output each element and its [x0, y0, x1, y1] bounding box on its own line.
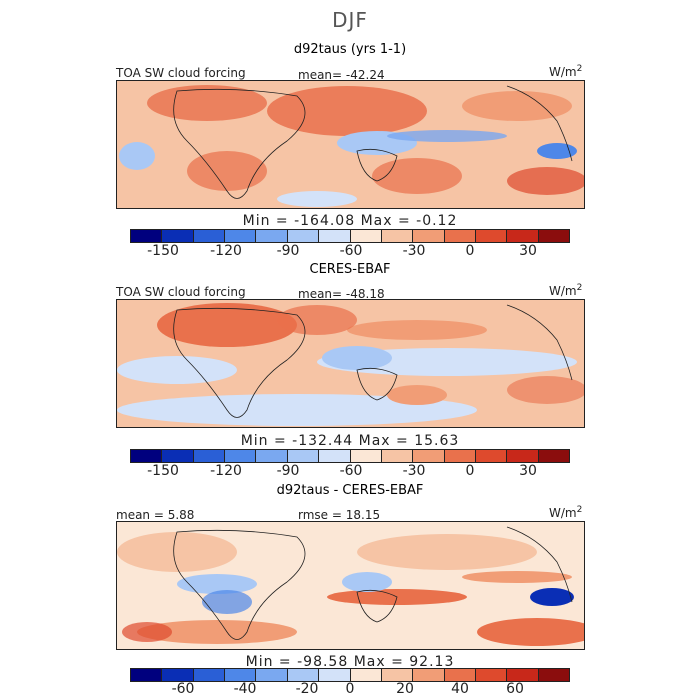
panel-1-mean-label: mean= -42.24 — [298, 68, 385, 82]
panel-1-tick: -120 — [210, 243, 242, 259]
colorbar-swatch — [319, 669, 351, 681]
colorbar-swatch — [193, 230, 226, 242]
panel-2-tick: -90 — [276, 463, 300, 479]
panel-3-tick: 60 — [506, 681, 524, 697]
panel-1-minmax: Min = -164.08 Max = -0.12 — [242, 213, 458, 229]
panel-1-units: W/m2 — [549, 64, 583, 79]
colorbar-swatch — [381, 450, 414, 462]
panel-3-tick: -40 — [233, 681, 257, 697]
colorbar-swatch — [287, 669, 320, 681]
colorbar-swatch — [444, 230, 476, 242]
panel-1-map — [116, 80, 585, 209]
panel-2-left-label: TOA SW cloud forcing — [116, 285, 246, 299]
panel-2-tick: 0 — [465, 463, 475, 479]
colorbar-swatch — [350, 669, 382, 681]
panel-3-tick: 0 — [345, 681, 355, 697]
panel-2-minmax: Min = -132.44 Max = 15.63 — [240, 433, 460, 449]
panel-2-map-svg — [117, 300, 584, 427]
colorbar-swatch — [538, 669, 570, 681]
panel-2-colorbar — [130, 449, 570, 463]
panel-3-tick: -60 — [171, 681, 195, 697]
colorbar-swatch — [162, 230, 194, 242]
panel-2-tick: 30 — [519, 463, 537, 479]
panel-3-map-svg — [117, 522, 584, 649]
colorbar-swatch — [256, 450, 288, 462]
colorbar-swatch — [225, 669, 257, 681]
panel-3-colorbar — [130, 668, 570, 682]
panel-2-units: W/m2 — [549, 283, 583, 298]
colorbar-swatch — [444, 450, 476, 462]
colorbar-swatch — [475, 669, 508, 681]
panel-1-title: d92taus (yrs 1-1) — [293, 42, 407, 57]
panel-2-tick: -60 — [339, 463, 363, 479]
panel-2-tick: -150 — [147, 463, 179, 479]
panel-2-tick: -120 — [210, 463, 242, 479]
panel-1-tick: -90 — [276, 243, 300, 259]
panel-1-tick: 30 — [519, 243, 537, 259]
colorbar-swatch — [225, 230, 257, 242]
colorbar-swatch — [287, 450, 320, 462]
colorbar-swatch — [193, 450, 226, 462]
colorbar-swatch — [193, 669, 226, 681]
panel-1-tick: 0 — [465, 243, 475, 259]
colorbar-swatch — [381, 669, 414, 681]
colorbar-swatch — [507, 450, 539, 462]
colorbar-swatch — [319, 230, 351, 242]
colorbar-swatch — [131, 230, 163, 242]
colorbar-swatch — [350, 450, 382, 462]
colorbar-swatch — [162, 450, 194, 462]
panel-1-colorbar — [130, 229, 570, 243]
panel-3-mean-label: mean = 5.88 — [116, 508, 195, 522]
panel-2-tick: -30 — [402, 463, 426, 479]
colorbar-swatch — [507, 669, 539, 681]
colorbar-swatch — [413, 669, 445, 681]
colorbar-swatch — [381, 230, 414, 242]
colorbar-swatch — [225, 450, 257, 462]
colorbar-swatch — [538, 450, 570, 462]
panel-3-units: W/m2 — [549, 505, 583, 520]
colorbar-swatch — [413, 230, 445, 242]
panel-3-rmse-label: rmse = 18.15 — [298, 508, 381, 522]
panel-2-map — [116, 299, 585, 428]
panel-3-tick: 40 — [451, 681, 469, 697]
colorbar-swatch — [256, 230, 288, 242]
colorbar-swatch — [507, 230, 539, 242]
panel-3-tick: 20 — [396, 681, 414, 697]
colorbar-swatch — [287, 230, 320, 242]
figure-title: DJF — [332, 8, 368, 32]
panel-1-tick: -60 — [339, 243, 363, 259]
colorbar-swatch — [162, 669, 194, 681]
colorbar-swatch — [350, 230, 382, 242]
panel-3-tick: -20 — [295, 681, 319, 697]
colorbar-swatch — [413, 450, 445, 462]
panel-3-minmax: Min = -98.58 Max = 92.13 — [245, 654, 455, 670]
colorbar-swatch — [475, 450, 508, 462]
panel-1-tick: -150 — [147, 243, 179, 259]
panel-1-tick: -30 — [402, 243, 426, 259]
panel-2-title: CERES-EBAF — [309, 262, 391, 277]
colorbar-swatch — [538, 230, 570, 242]
colorbar-swatch — [319, 450, 351, 462]
colorbar-swatch — [131, 450, 163, 462]
colorbar-swatch — [256, 669, 288, 681]
panel-1-map-svg — [117, 81, 584, 208]
colorbar-swatch — [475, 230, 508, 242]
panel-3-map — [116, 521, 585, 650]
panel-2-mean-label: mean= -48.18 — [298, 287, 385, 301]
colorbar-swatch — [444, 669, 476, 681]
colorbar-swatch — [131, 669, 163, 681]
panel-3-title: d92taus - CERES-EBAF — [276, 483, 424, 498]
panel-1-left-label: TOA SW cloud forcing — [116, 66, 246, 80]
